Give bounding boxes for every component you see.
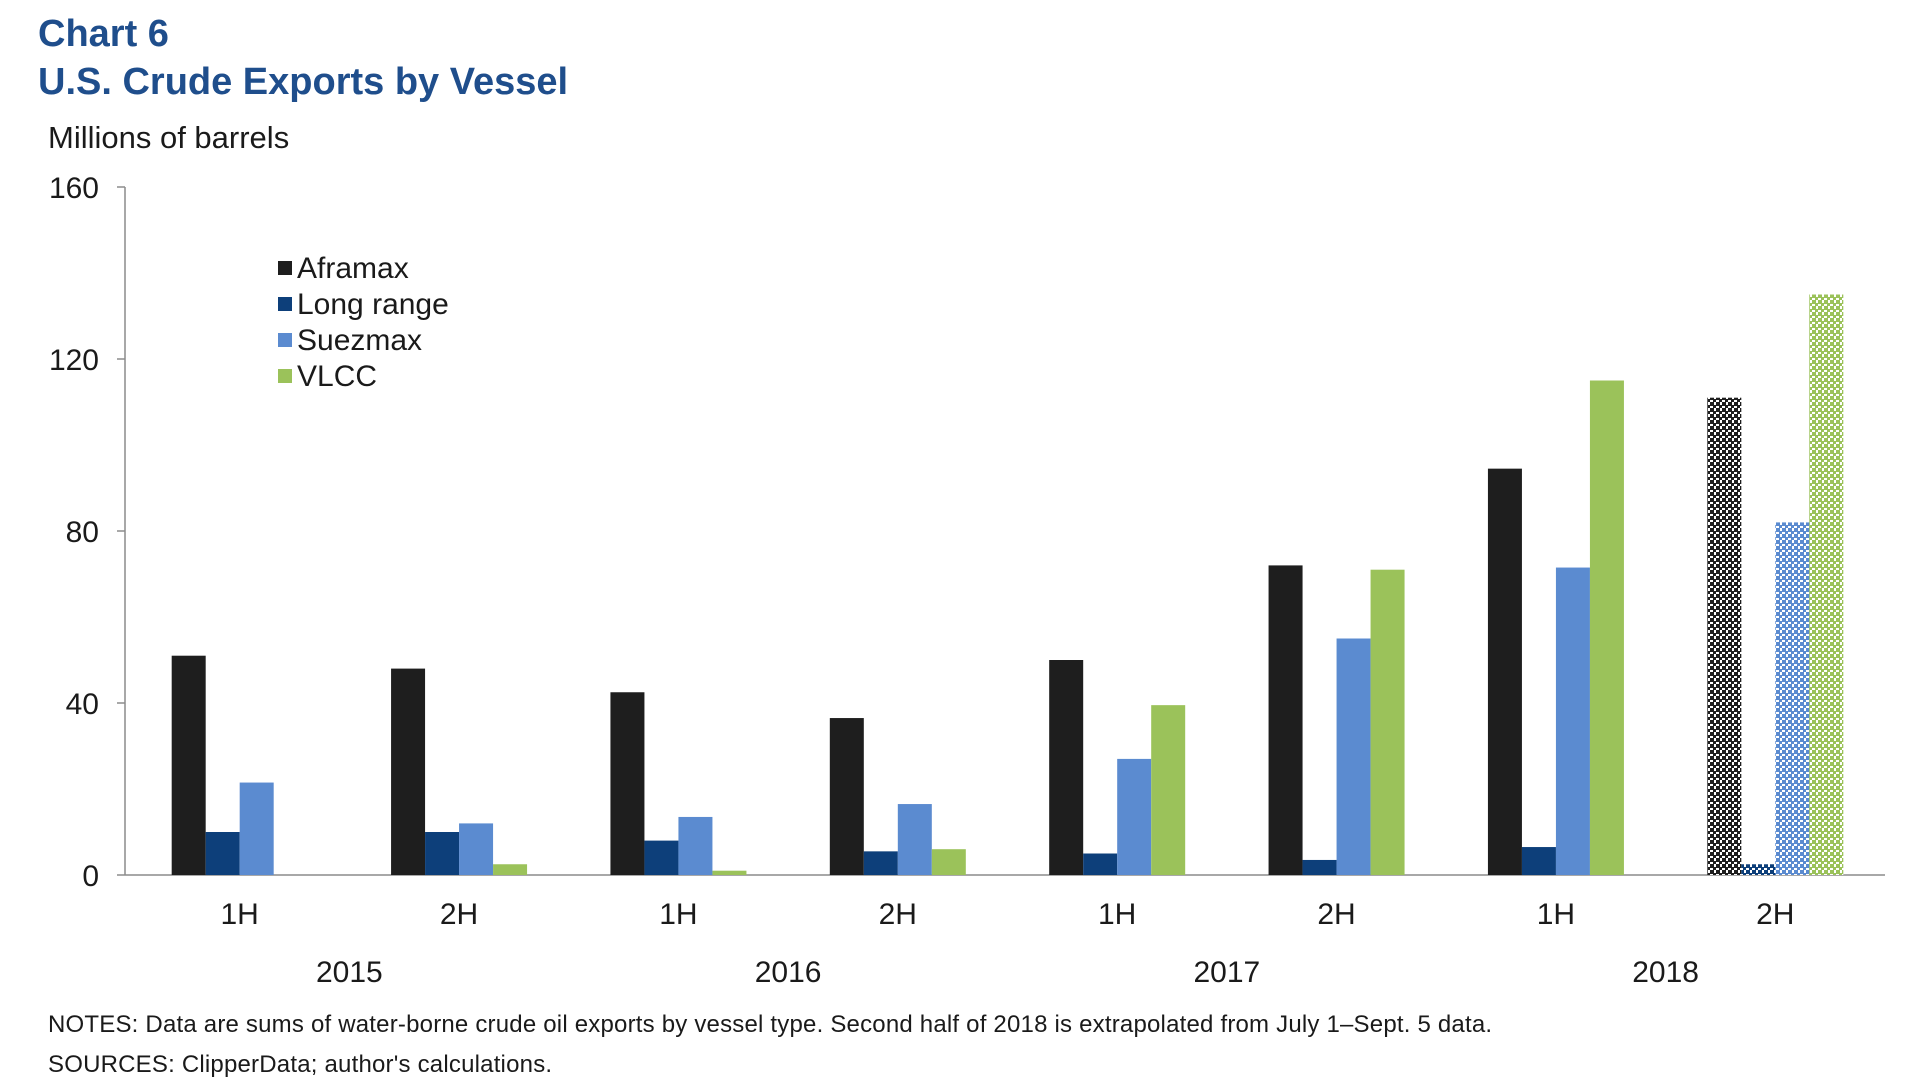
bar-long-range (425, 832, 460, 875)
bar-suezmax (239, 782, 274, 875)
legend-swatch (278, 261, 292, 275)
x-tick-label: 2H (1317, 898, 1355, 931)
y-tick-label: 0 (82, 860, 99, 893)
legend-label: Long range (297, 288, 449, 321)
bar-vlcc (1370, 569, 1405, 875)
x-tick-label: 2H (879, 898, 917, 931)
x-tick-label: 1H (1537, 898, 1575, 931)
bar-suezmax (459, 823, 494, 875)
x-tick-label: 1H (221, 898, 259, 931)
legend-swatch (278, 333, 292, 347)
bar-aframax (1049, 660, 1084, 875)
bar-vlcc (712, 870, 747, 875)
bar-long-range (1521, 847, 1556, 875)
bar-suezmax (678, 816, 713, 875)
bar-vlcc (1589, 380, 1624, 875)
y-axis-label: Millions of barrels (48, 120, 290, 155)
legend-swatch (278, 369, 292, 383)
year-label: 2017 (1194, 956, 1261, 989)
x-tick-label: 2H (440, 898, 478, 931)
x-tick-label: 2H (1756, 898, 1794, 931)
bar-vlcc (1809, 294, 1844, 875)
notes-text: NOTES: Data are sums of water-borne crud… (48, 1011, 1493, 1038)
bar-chart: 0 40 80 120 160 1H 2H 1H 2H 1H 2H 1H 2H 2015 2016 2017… (49, 172, 1885, 989)
legend-swatch (278, 297, 292, 311)
x-tick-label: 1H (659, 898, 697, 931)
bar-suezmax (897, 804, 932, 875)
legend-label: Suezmax (297, 324, 422, 357)
y-tick-label: 40 (66, 688, 99, 721)
bar-suezmax (1336, 638, 1371, 875)
bar-vlcc (493, 864, 528, 875)
bar-long-range (1741, 864, 1776, 875)
bar-suezmax (1555, 567, 1590, 875)
legend-label: Aframax (297, 252, 409, 285)
bar-long-range (205, 832, 240, 875)
bar-aframax (1268, 565, 1303, 875)
bar-aframax (829, 718, 864, 875)
chart-title: U.S. Crude Exports by Vessel (38, 61, 569, 103)
bar-vlcc (931, 849, 966, 875)
sources-text: SOURCES: ClipperData; author's calculati… (48, 1051, 553, 1078)
bar-suezmax (1775, 522, 1810, 875)
footnotes: NOTES: Data are sums of water-borne crud… (48, 1005, 1492, 1085)
bar-suezmax (1117, 758, 1152, 875)
bar-aframax (1487, 468, 1522, 875)
legend-label: VLCC (297, 360, 377, 393)
title-block: Chart 6 U.S. Crude Exports by Vessel (38, 10, 568, 106)
year-label: 2015 (316, 956, 383, 989)
year-label: 2016 (755, 956, 822, 989)
y-tick-label: 80 (66, 516, 99, 549)
bar-aframax (610, 692, 645, 875)
bar-long-range (1302, 859, 1337, 875)
chart-number: Chart 6 (38, 13, 169, 55)
bar-long-range (644, 840, 679, 875)
year-label: 2018 (1632, 956, 1699, 989)
bar-long-range (1083, 853, 1118, 875)
bar-aframax (391, 668, 426, 875)
x-tick-label: 1H (1098, 898, 1136, 931)
y-tick-label: 120 (49, 344, 99, 377)
bar-aframax (171, 655, 206, 875)
bar-aframax (1707, 397, 1742, 875)
bar-long-range (863, 851, 898, 875)
y-tick-label: 160 (49, 172, 99, 205)
bar-vlcc (1151, 705, 1186, 875)
